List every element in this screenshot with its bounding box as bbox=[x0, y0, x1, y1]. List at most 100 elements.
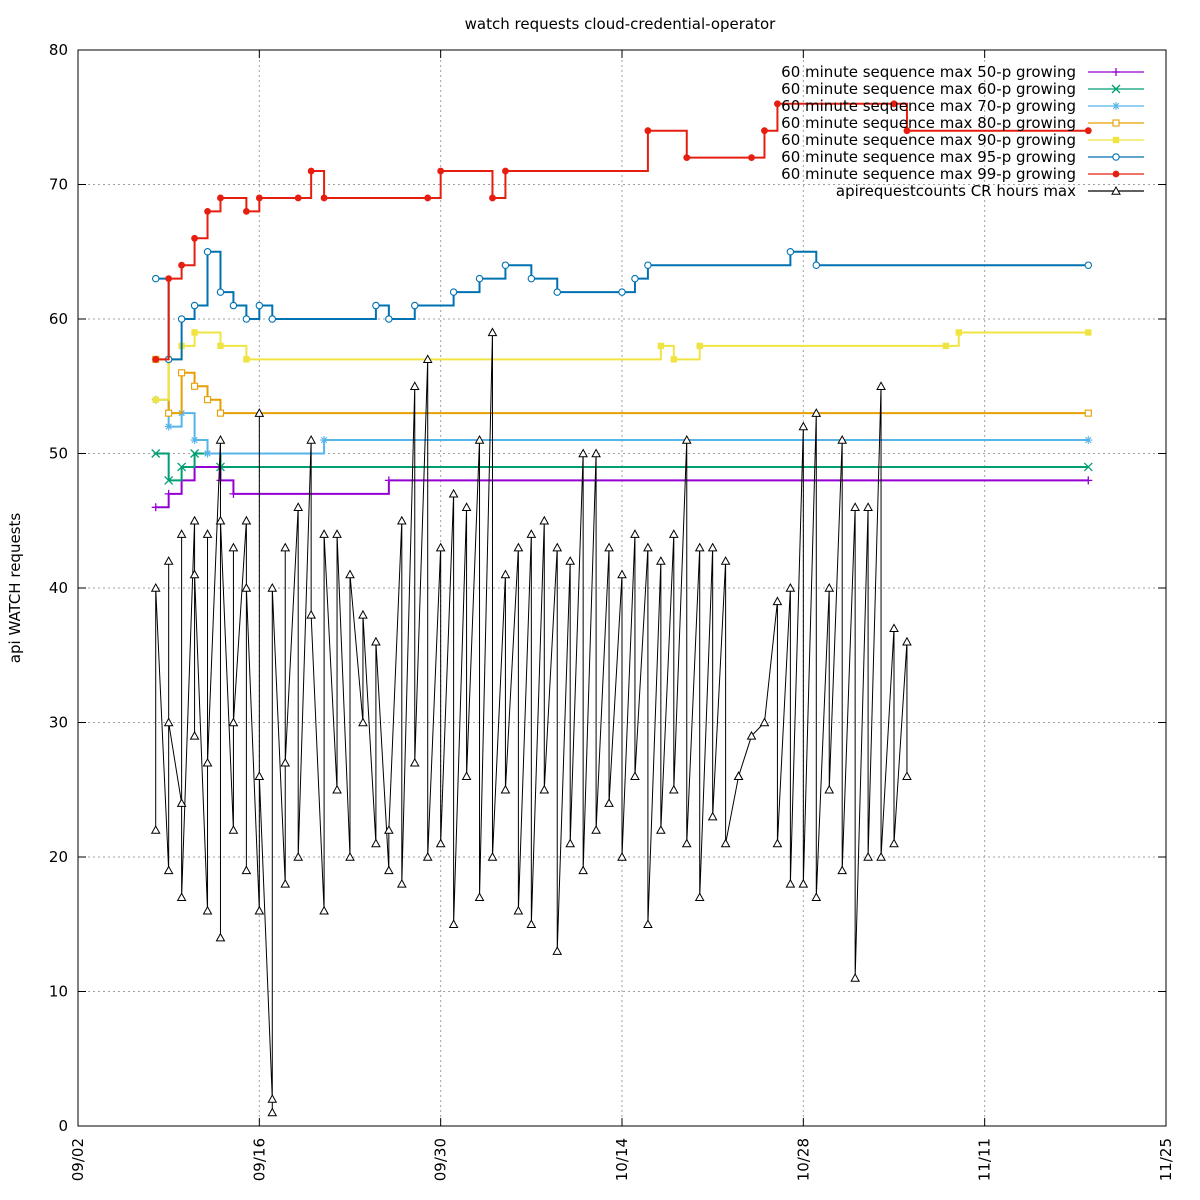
data-point bbox=[332, 529, 342, 538]
data-point bbox=[319, 529, 329, 538]
data-point bbox=[707, 811, 718, 821]
data-point bbox=[241, 865, 252, 875]
data-point bbox=[617, 851, 627, 861]
data-point bbox=[707, 542, 718, 552]
data-point bbox=[565, 556, 576, 565]
legend-label: apirequestcounts CR hours max bbox=[836, 182, 1076, 200]
data-point bbox=[268, 315, 277, 323]
data-point bbox=[345, 851, 355, 861]
x-tick-label: 10/28 bbox=[794, 1138, 812, 1181]
data-point bbox=[191, 329, 198, 336]
series-8 bbox=[150, 327, 912, 1117]
data-point bbox=[371, 838, 381, 848]
data-point bbox=[306, 435, 316, 444]
data-point bbox=[216, 288, 225, 296]
data-point bbox=[163, 556, 174, 565]
data-point bbox=[631, 274, 639, 283]
data-point bbox=[656, 556, 666, 565]
data-point bbox=[824, 784, 835, 794]
series-line bbox=[155, 358, 1089, 415]
data-point bbox=[694, 542, 705, 552]
data-point bbox=[345, 569, 355, 579]
data-point bbox=[384, 825, 394, 834]
data-point bbox=[696, 342, 703, 350]
data-point bbox=[656, 825, 666, 834]
data-point bbox=[150, 582, 161, 592]
data-point bbox=[630, 771, 640, 780]
data-point bbox=[191, 234, 198, 242]
data-point bbox=[785, 582, 796, 592]
data-point bbox=[293, 502, 304, 511]
legend-marker bbox=[1112, 153, 1120, 161]
data-point bbox=[178, 261, 186, 269]
y-tick-label: 40 bbox=[49, 579, 68, 597]
data-point bbox=[385, 315, 393, 323]
legend-label: 60 minute sequence max 80-p growing bbox=[781, 114, 1076, 132]
data-point bbox=[500, 569, 511, 579]
data-point bbox=[190, 301, 199, 310]
data-point bbox=[487, 851, 498, 861]
data-point bbox=[217, 342, 224, 350]
series-6 bbox=[151, 248, 1093, 364]
data-point bbox=[617, 569, 627, 579]
data-point bbox=[812, 261, 821, 269]
x-tick-label: 11/11 bbox=[976, 1138, 994, 1181]
series-7 bbox=[152, 100, 1092, 363]
data-point bbox=[358, 717, 368, 727]
data-point bbox=[189, 569, 200, 579]
data-point bbox=[164, 422, 173, 431]
data-point bbox=[437, 167, 445, 175]
data-point bbox=[500, 784, 511, 794]
data-point bbox=[694, 892, 705, 902]
data-point bbox=[280, 542, 291, 552]
data-point bbox=[902, 771, 912, 780]
data-point bbox=[204, 208, 211, 215]
data-point bbox=[526, 919, 537, 928]
data-point bbox=[189, 515, 200, 525]
data-point bbox=[372, 301, 380, 310]
data-point bbox=[293, 851, 304, 861]
data-point bbox=[475, 274, 484, 283]
data-point bbox=[513, 905, 524, 915]
legend-label: 60 minute sequence max 90-p growing bbox=[781, 131, 1076, 149]
data-point bbox=[850, 973, 860, 982]
legend-entry: 60 minute sequence max 90-p growing bbox=[781, 131, 1144, 149]
legend-marker bbox=[1112, 136, 1120, 144]
data-point bbox=[786, 248, 795, 256]
data-point bbox=[630, 529, 640, 538]
data-point bbox=[502, 167, 509, 175]
data-point bbox=[165, 275, 173, 283]
x-tick-label: 09/02 bbox=[69, 1138, 87, 1181]
data-point bbox=[526, 529, 537, 538]
y-tick-label: 50 bbox=[49, 445, 68, 463]
data-point bbox=[164, 475, 174, 485]
data-point bbox=[565, 838, 576, 848]
series-line bbox=[155, 102, 1089, 361]
data-point bbox=[1084, 261, 1093, 269]
data-point bbox=[163, 717, 174, 727]
data-point bbox=[487, 327, 498, 337]
legend-entry: apirequestcounts CR hours max bbox=[836, 182, 1144, 200]
data-point bbox=[435, 542, 446, 552]
legend-entry: 60 minute sequence max 50-p growing bbox=[781, 63, 1144, 81]
data-point bbox=[203, 396, 212, 404]
legend-marker bbox=[1112, 119, 1120, 127]
data-point bbox=[202, 757, 213, 767]
data-point bbox=[811, 892, 822, 902]
legend-label: 60 minute sequence max 50-p growing bbox=[781, 63, 1076, 81]
ticks: 0 10 20 30 40 50 60 70 80 09/02 09/16 09/30 10/14 10/… bbox=[49, 41, 1175, 1181]
data-point bbox=[720, 556, 731, 565]
x-tick-label: 09/16 bbox=[250, 1138, 268, 1181]
legend-marker bbox=[1111, 185, 1121, 195]
data-point bbox=[409, 757, 420, 767]
data-point bbox=[876, 381, 886, 390]
data-point bbox=[319, 905, 329, 915]
data-point bbox=[850, 502, 860, 511]
data-point bbox=[733, 771, 744, 780]
data-point bbox=[798, 878, 809, 888]
legend-entry: 60 minute sequence max 60-p growing bbox=[781, 80, 1144, 98]
data-point bbox=[150, 825, 161, 834]
data-point bbox=[489, 194, 496, 202]
data-point bbox=[618, 288, 626, 296]
data-point bbox=[553, 288, 561, 296]
